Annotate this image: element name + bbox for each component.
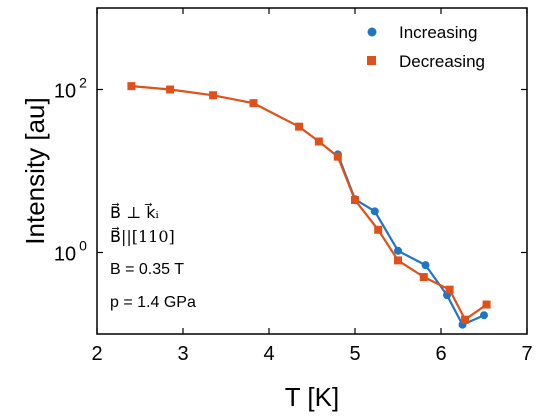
data-point-decreasing <box>394 256 402 265</box>
data-point-increasing <box>394 246 402 255</box>
data-point-decreasing <box>482 300 491 309</box>
data-point-decreasing <box>351 196 359 205</box>
y-tick-label: 10 <box>54 81 76 103</box>
legend: Increasing Decreasing <box>367 23 485 71</box>
annotation-field-parallel: B⃗||[110] <box>110 226 175 246</box>
x-tick-label: 4 <box>263 343 274 365</box>
data-point-decreasing <box>209 91 218 100</box>
x-tick-label: 3 <box>177 343 188 365</box>
legend-label-increasing: Increasing <box>399 23 477 42</box>
y-tick-label-exponent: 2 <box>79 75 87 91</box>
data-point-decreasing <box>295 122 304 131</box>
data-point-decreasing <box>419 273 428 282</box>
series-line-decreasing <box>131 85 488 321</box>
x-tick-label: 5 <box>349 343 360 365</box>
data-point-decreasing <box>249 99 258 108</box>
chart-marks <box>127 82 491 329</box>
y-tick-label: 10 <box>54 244 76 266</box>
legend-marker-increasing <box>367 27 377 37</box>
data-point-increasing <box>370 207 379 216</box>
y-axis-title: Intensity [au] <box>20 97 50 244</box>
x-tick-label: 2 <box>91 343 102 365</box>
data-point-decreasing <box>127 82 136 91</box>
annotation-field-perp-k: B⃗ ⊥ k⃗ᵢ <box>110 202 159 222</box>
legend-marker-decreasing <box>367 56 376 65</box>
data-point-decreasing <box>445 285 454 294</box>
x-tick-label: 6 <box>435 343 446 365</box>
legend-label-decreasing: Decreasing <box>399 52 485 71</box>
data-point-decreasing <box>374 225 383 234</box>
data-point-decreasing <box>461 315 470 324</box>
x-axis-title: T [K] <box>285 382 339 412</box>
plot-area-frame <box>96 7 528 335</box>
data-point-decreasing <box>166 85 175 94</box>
data-point-increasing <box>480 311 488 320</box>
series-line-increasing <box>336 154 485 326</box>
x-tick-label: 7 <box>521 343 532 365</box>
annotations: B⃗ ⊥ k⃗ᵢ B⃗||[110] B = 0.35 T p = 1.4 GP… <box>110 202 196 311</box>
annotation-field-strength: B = 0.35 T <box>110 261 184 278</box>
annotation-pressure: p = 1.4 GPa <box>110 294 196 311</box>
y-tick-label-exponent: 0 <box>79 238 87 254</box>
data-point-increasing <box>421 261 430 270</box>
data-point-decreasing <box>314 137 323 146</box>
data-point-decreasing <box>333 152 342 161</box>
